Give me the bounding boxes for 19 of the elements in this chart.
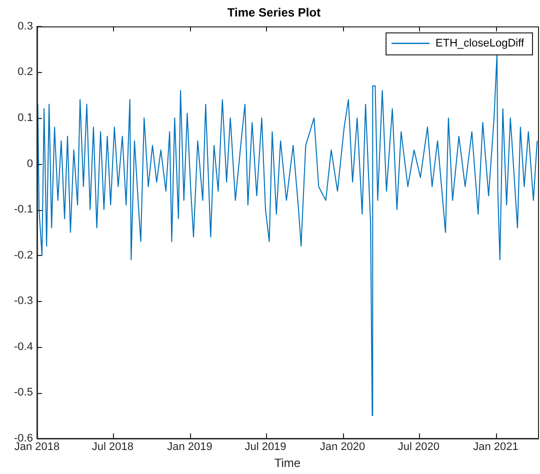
x-tick-label: Jan 2021 <box>473 441 518 454</box>
y-tick-label: 0 <box>26 158 33 170</box>
y-tick-label: -0.2 <box>14 249 33 262</box>
chart-title: Time Series Plot <box>227 6 321 20</box>
x-tick-label: Jul 2018 <box>92 441 134 454</box>
y-tick-label: -0.5 <box>14 386 33 399</box>
y-tick-label: 0.3 <box>18 20 33 32</box>
x-tick-label: Jan 2020 <box>320 441 366 454</box>
x-tick-label: Jan 2018 <box>14 441 60 454</box>
y-tick-label: 0.1 <box>18 112 33 124</box>
x-tick-label: Jul 2020 <box>398 441 440 454</box>
x-tick-label: Jul 2019 <box>244 441 286 454</box>
y-tick-label: 0.2 <box>18 66 33 78</box>
y-tick-label: -0.1 <box>14 204 33 216</box>
x-axis-title: Time <box>274 456 301 470</box>
legend-label: ETH_closeLogDiff <box>436 37 525 50</box>
y-tick-label: -0.3 <box>14 295 33 308</box>
y-tick-label: -0.4 <box>14 340 33 353</box>
x-tick-label: Jan 2019 <box>167 441 212 454</box>
